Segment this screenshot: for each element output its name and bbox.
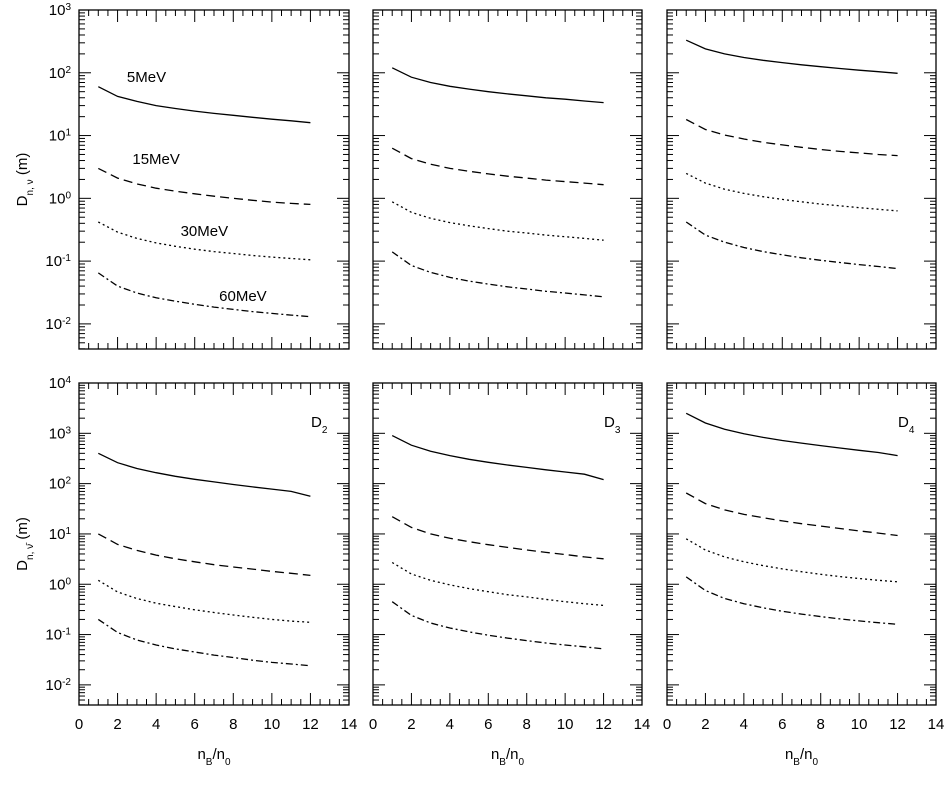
series-line-5MeV <box>685 39 898 74</box>
y-tick-label: 100 <box>49 576 72 594</box>
x-tick-label: 6 <box>484 716 492 733</box>
panel-5: D3 0 2 4 6 8 10 12 14 nB/n0 <box>369 382 651 768</box>
panel-label: D2 <box>311 414 328 436</box>
y-tick-label: 103 <box>49 425 72 443</box>
series-line-30MeV <box>391 201 604 241</box>
x-tick-label: 0 <box>369 716 377 733</box>
y-tick-label: 10-2 <box>45 676 71 694</box>
tick-marks <box>666 9 937 350</box>
x-tick-label: 14 <box>928 716 945 733</box>
panel-frame <box>78 9 350 350</box>
y-tick-label: 10-1 <box>45 626 71 644</box>
series-line-30MeV <box>97 579 311 623</box>
series-line-15MeV <box>391 147 604 186</box>
x-tick-label: 2 <box>407 716 415 733</box>
panel-label: D4 <box>898 414 915 436</box>
series-line-5MeV <box>391 435 604 481</box>
x-tick-label: 4 <box>740 716 748 733</box>
panel-1: 103 102 101 100 10-1 10-2 5MeV 15MeV 30MeV 60MeV <box>45 2 350 350</box>
series-line-15MeV <box>97 533 311 577</box>
annotation-15MeV: 15MeV <box>132 151 180 168</box>
x-tick-label: 12 <box>302 716 319 733</box>
y-tick-label: 101 <box>49 525 72 543</box>
panel-6: D4 0 2 4 6 8 10 12 14 nB/n0 <box>663 382 945 768</box>
panel-label: D3 <box>604 414 621 436</box>
x-tick-label: 4 <box>152 716 160 733</box>
panel-frame <box>372 9 643 350</box>
series-line-5MeV <box>391 67 604 104</box>
series-line-60MeV <box>685 576 898 625</box>
series-line-15MeV <box>98 167 311 206</box>
series-line-30MeV <box>97 221 311 261</box>
y-tick-label: 100 <box>49 190 72 208</box>
annotation-5MeV: 5MeV <box>127 69 166 86</box>
x-tick-label: 6 <box>778 716 786 733</box>
series-line-5MeV <box>685 412 898 457</box>
panel-2 <box>372 9 643 350</box>
panel-4: D2 104 103 102 101 100 10-1 10-2 0 2 4 6 8 10 12 14 nB/n… <box>45 375 357 768</box>
tick-marks <box>372 9 643 350</box>
y-axis-label-top: Dn, ν (m) <box>14 153 36 207</box>
x-tick-label: 0 <box>663 716 671 733</box>
series-line-60MeV <box>685 221 898 270</box>
y-tick-label: 101 <box>49 127 72 145</box>
x-tick-label: 8 <box>229 716 237 733</box>
series-line-60MeV <box>391 601 604 650</box>
y-tick-label: 103 <box>49 2 72 20</box>
y-axis-label-top-text: Dn, ν (m) <box>14 153 36 207</box>
x-tick-label: 6 <box>191 716 199 733</box>
tick-marks <box>78 9 350 350</box>
y-axis-label-bottom: Dn, ν̄ (m) <box>14 517 36 571</box>
y-tick-label: 102 <box>49 475 72 493</box>
series-line-60MeV <box>97 272 311 318</box>
x-tick-label: 2 <box>701 716 709 733</box>
y-tick-label: 10-2 <box>45 315 71 333</box>
series-line-60MeV <box>97 618 311 667</box>
series-line-15MeV <box>391 516 604 560</box>
x-tick-label: 10 <box>264 716 281 733</box>
x-tick-label: 10 <box>851 716 868 733</box>
x-tick-label: 14 <box>634 716 651 733</box>
series-line-15MeV <box>685 492 898 537</box>
panel-3 <box>666 9 937 350</box>
series-line-5MeV <box>98 86 311 124</box>
x-tick-label: 2 <box>113 716 121 733</box>
x-tick-label: 12 <box>889 716 906 733</box>
series-line-5MeV <box>98 452 311 497</box>
y-tick-label: 104 <box>49 375 72 393</box>
y-tick-label: 10-1 <box>45 253 71 271</box>
x-tick-label: 10 <box>557 716 574 733</box>
panel-frame <box>372 382 643 706</box>
x-tick-label: 8 <box>523 716 531 733</box>
panel-frame <box>666 9 937 350</box>
x-tick-label: 8 <box>817 716 825 733</box>
tick-marks <box>372 382 643 706</box>
x-axis-label: nB/n0 <box>197 746 231 768</box>
x-tick-label: 12 <box>595 716 612 733</box>
annotation-60MeV: 60MeV <box>219 288 267 305</box>
x-tick-label: 14 <box>341 716 358 733</box>
panel-frame <box>666 382 937 706</box>
x-axis-label: nB/n0 <box>785 746 819 768</box>
panel-frame <box>78 382 350 706</box>
y-axis-label-bottom-text: Dn, ν̄ (m) <box>14 517 36 571</box>
series-line-30MeV <box>685 538 898 583</box>
x-tick-label: 0 <box>75 716 83 733</box>
x-tick-label: 4 <box>446 716 454 733</box>
x-axis-label: nB/n0 <box>491 746 525 768</box>
series-line-30MeV <box>685 172 898 212</box>
tick-marks <box>666 382 937 706</box>
series-line-60MeV <box>391 251 604 298</box>
y-tick-label: 102 <box>49 64 72 82</box>
tick-marks <box>78 382 350 706</box>
series-line-15MeV <box>685 118 898 157</box>
annotation-30MeV: 30MeV <box>181 223 229 240</box>
series-line-30MeV <box>391 561 604 607</box>
